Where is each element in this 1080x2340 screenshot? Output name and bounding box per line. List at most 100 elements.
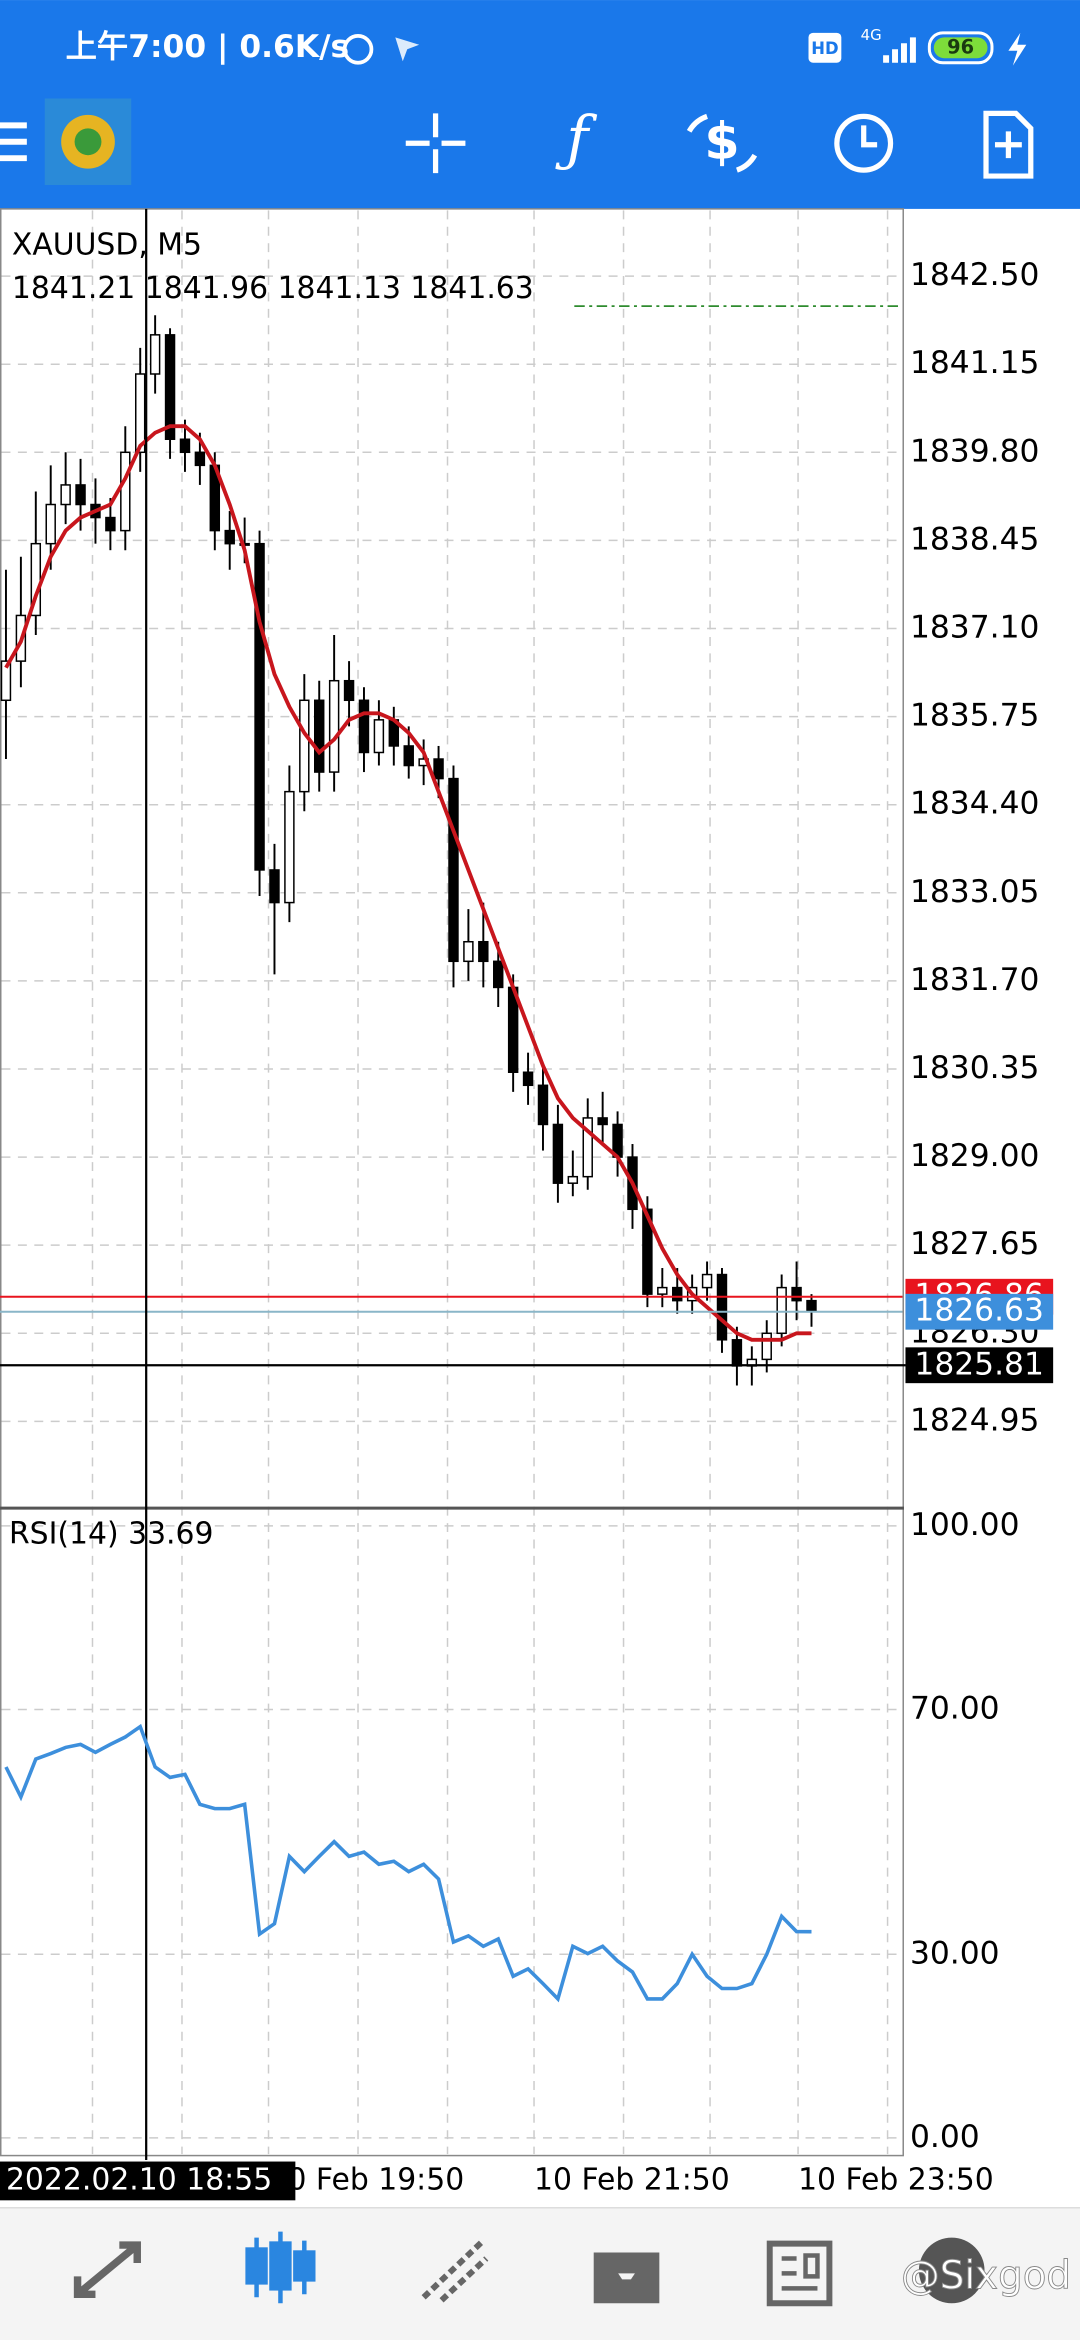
- nav-trade[interactable]: [421, 2238, 489, 2303]
- hd-text: HD: [811, 39, 838, 58]
- candle-body: [478, 940, 489, 963]
- candle-body: [75, 484, 86, 506]
- candle-body: [463, 940, 474, 963]
- x-tick-label: 10 Feb 23:50: [798, 2162, 994, 2197]
- nav-news-lines: [781, 2253, 820, 2291]
- candle-body: [149, 334, 161, 375]
- candle-body: [672, 1286, 683, 1302]
- new-order-button[interactable]: [983, 110, 1034, 179]
- y-tick-label: 1838.45: [910, 521, 1040, 557]
- candle-body: [179, 438, 191, 454]
- battery-text: 96: [947, 35, 974, 58]
- nav-messages[interactable]: [918, 2237, 985, 2304]
- crosshair-price-box: [905, 1347, 1054, 1384]
- candle-body: [254, 542, 265, 871]
- candle-body: [552, 1123, 564, 1184]
- nav-news[interactable]: [766, 2240, 833, 2307]
- plus-icon: [994, 131, 1022, 159]
- candle-body: [761, 1332, 772, 1361]
- y-tick-label: 1841.15: [910, 345, 1040, 381]
- candle-body: [731, 1339, 743, 1367]
- y-tick-label: 70.00: [910, 1690, 1000, 1726]
- bid-label: 1826.63: [914, 1293, 1044, 1329]
- clock-hands: [861, 125, 878, 148]
- y-tick-label: 1833.05: [910, 874, 1040, 910]
- x-tick-label: 10 Feb 19:50: [269, 2162, 465, 2197]
- alarm-icon: [342, 33, 374, 65]
- candle-body: [358, 699, 370, 754]
- charging-icon: [1008, 32, 1027, 66]
- y-tick-label: 1829.00: [910, 1138, 1040, 1174]
- candle-body: [45, 503, 56, 545]
- candle-body: [716, 1273, 728, 1341]
- v-grid: [91, 210, 889, 2155]
- candle-body: [433, 758, 444, 780]
- battery-outline: [927, 31, 994, 65]
- menu-button[interactable]: [0, 122, 27, 162]
- y-tick-label: 1827.65: [910, 1226, 1040, 1262]
- candle-body: [791, 1286, 802, 1302]
- candle-body: [806, 1299, 817, 1313]
- candle-body: [448, 777, 459, 963]
- candle-body: [269, 869, 280, 904]
- candle-body: [537, 1084, 549, 1126]
- y-tick-label: 1830.35: [910, 1050, 1040, 1086]
- location-icon: [395, 37, 420, 62]
- timeframe-button[interactable]: [834, 113, 894, 173]
- candle-body: [60, 484, 71, 506]
- candle-body: [567, 1175, 579, 1184]
- y-tick-label: 0.00: [910, 2119, 980, 2155]
- candle-body: [776, 1286, 787, 1335]
- candle-body: [105, 516, 116, 532]
- candle-body: [597, 1117, 608, 1126]
- trade-button[interactable]: $: [704, 112, 739, 171]
- candle-body: [373, 719, 385, 754]
- y-tick-label: 1842.50: [910, 257, 1040, 293]
- candle-body: [284, 790, 295, 904]
- x-tick-label: 10 Feb 21:50: [534, 2162, 730, 2197]
- candle-body: [701, 1273, 713, 1289]
- crosshair-button[interactable]: [405, 113, 466, 174]
- candle-body: [0, 660, 12, 702]
- candle-body: [403, 745, 414, 767]
- nav-chart-body: [245, 2247, 268, 2285]
- app-logo-core: [74, 128, 102, 156]
- candle-body: [522, 1071, 534, 1087]
- y-tick-label: 1834.40: [910, 786, 1040, 822]
- nav-quotes[interactable]: [73, 2241, 141, 2299]
- crosshair-time-box: [0, 2161, 296, 2201]
- y-tick-label: 1831.70: [910, 962, 1040, 998]
- candle-body: [642, 1208, 653, 1295]
- hd-badge: [808, 32, 842, 63]
- moving-average: [4, 424, 812, 1342]
- nav-chart-body: [269, 2241, 292, 2291]
- nav-history[interactable]: [593, 2252, 660, 2304]
- candle-body: [120, 451, 131, 532]
- chart-frame: [0, 208, 904, 2157]
- ohlc-label: 1841.21 1841.96 1841.13 1841.63: [12, 271, 534, 306]
- network-text: 4G: [861, 26, 882, 44]
- candle-body: [164, 334, 176, 440]
- y-tick-label: 1824.95: [910, 1402, 1040, 1438]
- candle-body: [135, 373, 146, 454]
- candle-body: [224, 529, 235, 545]
- crosshair-price: 1825.81: [914, 1346, 1044, 1382]
- y-tick-label: 30.00: [910, 1935, 1000, 1971]
- candle-body: [299, 699, 310, 793]
- nav-chart-body: [293, 2250, 316, 2282]
- candle-body: [343, 679, 355, 702]
- candle-body: [493, 960, 504, 989]
- candle-body: [657, 1286, 668, 1295]
- plot: 1842.50 1841.15 1839.80 1838.45 1837.10 1835.…: [0, 208, 1054, 2201]
- nav-chart[interactable]: [245, 2231, 316, 2304]
- status-time: 上午7:00 | 0.6K/s: [66, 29, 350, 66]
- candle-body: [314, 699, 325, 773]
- rsi-label: RSI(14) 33.69: [9, 1517, 214, 1552]
- signal-icon: [883, 37, 916, 63]
- y-tick-label: 1837.10: [910, 609, 1040, 645]
- rsi-line: [4, 1723, 812, 2003]
- crosshair-time: 2022.02.10 18:55: [6, 2162, 272, 2197]
- bottom-nav: [0, 2207, 1080, 2340]
